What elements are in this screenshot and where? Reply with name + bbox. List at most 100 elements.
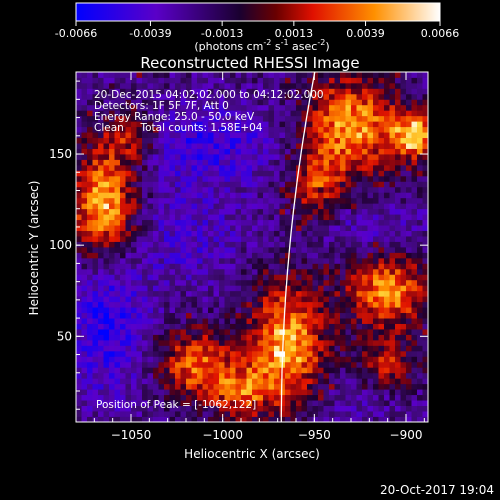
- heatmap-cell: [285, 219, 291, 226]
- heatmap-cell: [164, 186, 170, 193]
- heatmap-cell: [290, 143, 297, 149]
- heatmap-cell: [411, 175, 418, 182]
- heatmap-cell: [136, 318, 143, 324]
- heatmap-cell: [98, 367, 104, 374]
- heatmap-cell: [296, 296, 302, 303]
- heatmap-cell: [235, 339, 242, 346]
- heatmap-cell: [417, 257, 423, 264]
- heatmap-cell: [268, 72, 275, 78]
- heatmap-cell: [406, 334, 412, 341]
- heatmap-cell: [395, 126, 401, 133]
- heatmap-cell: [202, 148, 209, 155]
- heatmap-cell: [263, 334, 269, 341]
- heatmap-cell: [197, 154, 203, 160]
- heatmap-cell: [158, 339, 165, 346]
- heatmap-cell: [175, 154, 181, 160]
- heatmap-cell: [98, 279, 104, 286]
- heatmap-cell: [395, 296, 401, 303]
- heatmap-cell: [213, 378, 220, 385]
- heatmap-cell: [323, 367, 330, 374]
- heatmap-cell: [98, 88, 104, 95]
- heatmap-cell: [296, 175, 302, 182]
- heatmap-cell: [224, 241, 231, 248]
- heatmap-cell: [417, 339, 423, 346]
- heatmap-cell: [318, 77, 324, 84]
- heatmap-cell: [384, 257, 390, 264]
- heatmap-cell: [411, 225, 418, 231]
- heatmap-cell: [197, 350, 203, 357]
- heatmap-cell: [356, 400, 363, 406]
- heatmap-cell: [142, 88, 148, 95]
- heatmap-cell: [389, 219, 396, 226]
- heatmap-cell: [147, 356, 154, 363]
- heatmap-cell: [186, 257, 192, 264]
- heatmap-cell: [147, 252, 154, 259]
- heatmap-cell: [235, 93, 242, 100]
- heatmap-cell: [136, 372, 143, 379]
- heatmap-cell: [356, 77, 363, 84]
- heatmap-cell: [373, 110, 379, 117]
- heatmap-cell: [252, 82, 258, 89]
- heatmap-cell: [422, 279, 429, 286]
- heatmap-cell: [422, 378, 429, 385]
- heatmap-cell: [411, 115, 418, 122]
- heatmap-cell: [307, 279, 313, 286]
- heatmap-cell: [103, 400, 110, 406]
- heatmap-cell: [158, 416, 165, 423]
- heatmap-cell: [191, 82, 198, 89]
- heatmap-cell: [213, 247, 220, 253]
- heatmap-cell: [274, 394, 280, 401]
- heatmap-cell: [202, 225, 209, 231]
- heatmap-cell: [186, 72, 192, 78]
- heatmap-cell: [411, 252, 418, 259]
- heatmap-cell: [389, 175, 396, 182]
- heatmap-cell: [241, 296, 247, 303]
- heatmap-cell: [81, 334, 88, 341]
- heatmap-cell: [400, 247, 407, 253]
- heatmap-cell: [109, 279, 115, 286]
- heatmap-cell: [224, 126, 231, 133]
- heatmap-cell: [296, 416, 302, 423]
- heatmap-cell: [312, 345, 319, 352]
- heatmap-cell: [400, 296, 407, 303]
- heatmap-cell: [356, 154, 363, 160]
- heatmap-cell: [307, 383, 313, 390]
- heatmap-cell: [384, 170, 390, 177]
- colorbar-tick-label: -0.0039: [129, 27, 171, 40]
- heatmap-cell: [246, 323, 253, 330]
- heatmap-cell: [334, 164, 341, 171]
- heatmap-cell: [356, 203, 363, 210]
- heatmap-cell: [274, 203, 280, 210]
- heatmap-cell: [351, 329, 357, 335]
- heatmap-cell: [235, 137, 242, 144]
- heatmap-cell: [103, 394, 110, 401]
- heatmap-cell: [136, 110, 143, 117]
- heatmap-cell: [147, 77, 154, 84]
- heatmap-cell: [175, 170, 181, 177]
- heatmap-cell: [406, 77, 412, 84]
- heatmap-cell: [158, 356, 165, 363]
- heatmap-cell: [158, 121, 165, 128]
- heatmap-cell: [334, 279, 341, 286]
- heatmap-cell: [224, 110, 231, 117]
- heatmap-cell: [384, 110, 390, 117]
- heatmap-cell: [114, 372, 121, 379]
- heatmap-cell: [268, 312, 275, 319]
- heatmap-cell: [186, 247, 192, 253]
- heatmap-cell: [230, 383, 236, 390]
- heatmap-cell: [384, 230, 390, 237]
- heatmap-cell: [395, 197, 401, 204]
- heatmap-cell: [147, 411, 154, 417]
- heatmap-cell: [400, 148, 407, 155]
- heatmap-cell: [257, 132, 264, 139]
- heatmap-cell: [98, 219, 104, 226]
- heatmap-cell: [356, 285, 363, 292]
- heatmap-cell: [290, 154, 297, 160]
- heatmap-cell: [252, 175, 258, 182]
- heatmap-cell: [169, 203, 176, 210]
- heatmap-cell: [175, 203, 181, 210]
- heatmap-cell: [422, 208, 429, 215]
- heatmap-cell: [241, 115, 247, 122]
- heatmap-cell: [422, 400, 429, 406]
- heatmap-cell: [120, 230, 126, 237]
